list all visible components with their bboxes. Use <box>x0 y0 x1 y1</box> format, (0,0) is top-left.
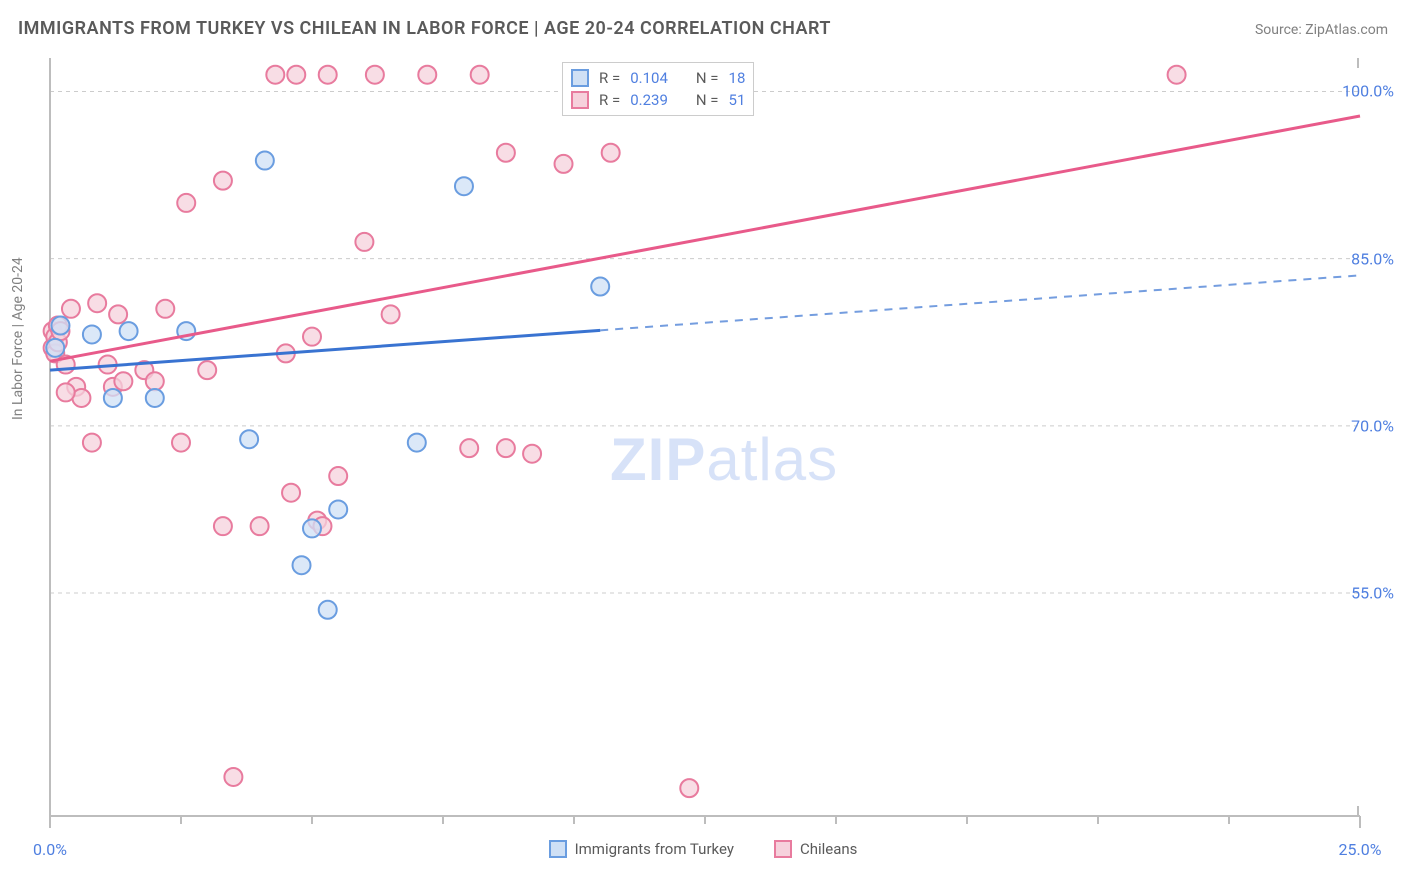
legend-swatch-chileans <box>774 840 792 858</box>
plot-area <box>50 58 1360 816</box>
legend-r-value-turkey: 0.104 <box>630 67 668 89</box>
legend-label-chileans: Chileans <box>800 840 857 858</box>
chart-svg <box>50 58 1360 816</box>
y-tick-label: 70.0% <box>1351 416 1394 435</box>
legend-r-label: R = <box>599 67 620 89</box>
title-bar: IMMIGRANTS FROM TURKEY VS CHILEAN IN LAB… <box>18 18 1388 39</box>
y-tick-label: 100.0% <box>1342 82 1394 101</box>
legend-label-turkey: Immigrants from Turkey <box>575 840 734 858</box>
legend-swatch-chileans <box>571 91 589 109</box>
legend-n-value-chileans: 51 <box>729 89 746 111</box>
y-tick-label: 55.0% <box>1351 584 1394 603</box>
source-label: Source: ZipAtlas.com <box>1255 22 1388 38</box>
legend-stats-row-turkey: R = 0.104 N = 18 <box>569 67 747 89</box>
legend-r-label: R = <box>599 89 620 111</box>
legend-n-label: N = <box>696 67 719 89</box>
legend-stats-row-chileans: R = 0.239 N = 51 <box>569 89 747 111</box>
legend-item-turkey: Immigrants from Turkey <box>549 840 734 858</box>
y-tick-label: 85.0% <box>1351 249 1394 268</box>
legend-r-value-chileans: 0.239 <box>630 89 668 111</box>
legend-item-chileans: Chileans <box>774 840 857 858</box>
legend-swatch-turkey <box>571 69 589 87</box>
legend-stats: R = 0.104 N = 18 R = 0.239 N = 51 <box>562 62 754 116</box>
x-tick-label: 25.0% <box>1339 840 1382 859</box>
legend-n-label: N = <box>696 89 719 111</box>
legend-swatch-turkey <box>549 840 567 858</box>
x-tick-label: 0.0% <box>33 840 67 859</box>
chart-title: IMMIGRANTS FROM TURKEY VS CHILEAN IN LAB… <box>18 18 831 39</box>
legend-series: Immigrants from Turkey Chileans <box>0 840 1406 858</box>
y-axis-label: In Labor Force | Age 20-24 <box>10 257 26 420</box>
legend-n-value-turkey: 18 <box>729 67 746 89</box>
